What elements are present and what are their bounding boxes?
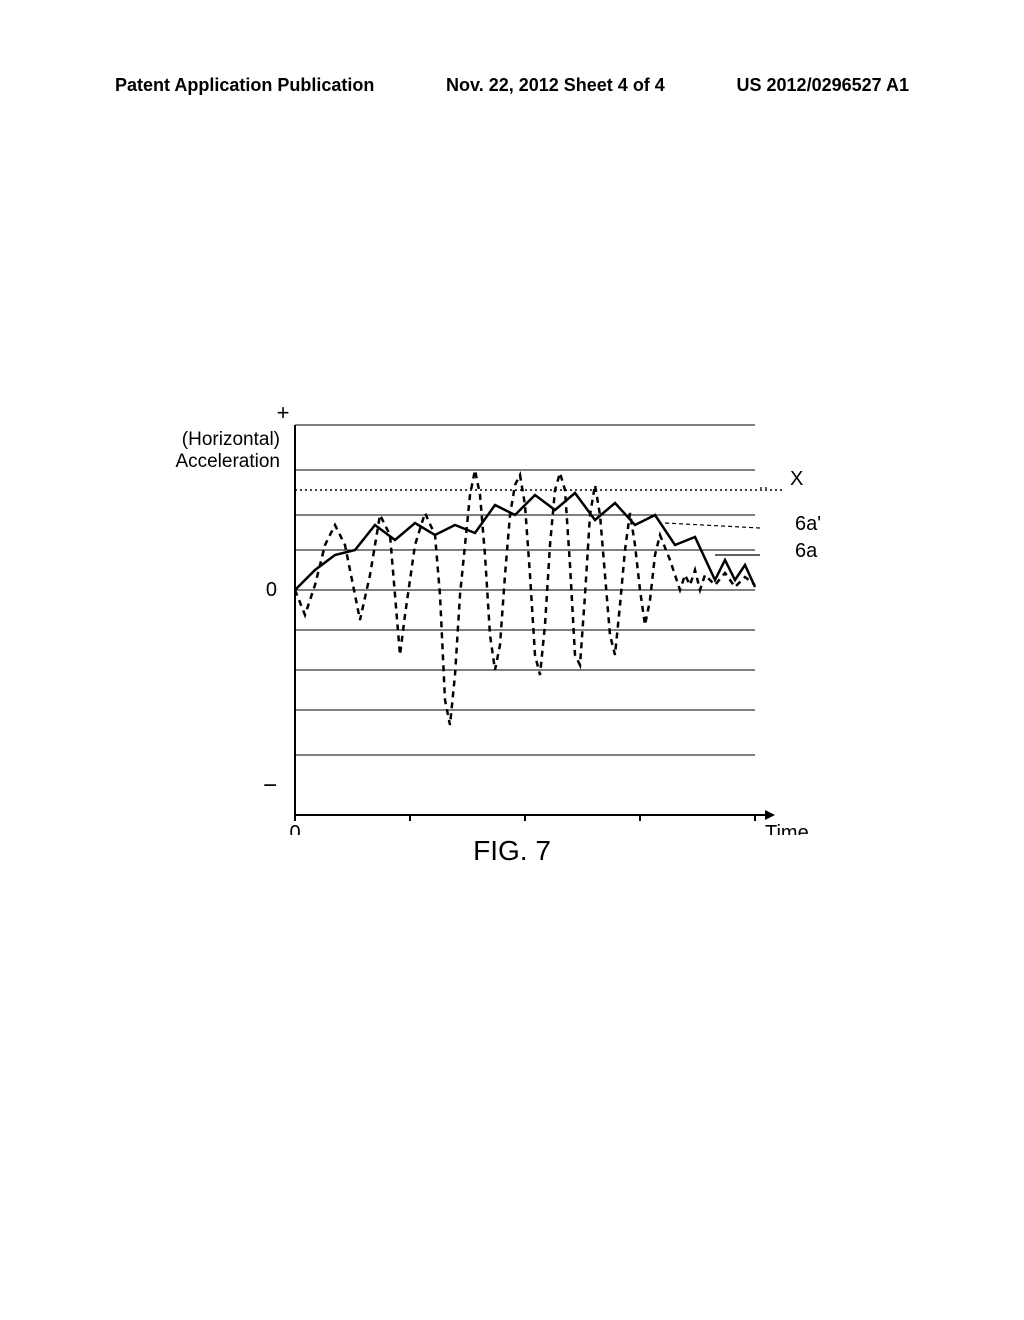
header-right: US 2012/0296527 A1	[737, 75, 909, 96]
svg-text:6a: 6a	[795, 540, 818, 562]
svg-text:0: 0	[266, 579, 277, 601]
svg-text:6a': 6a'	[795, 513, 821, 535]
chart-svg: X 6a' 6a + (Horizontal)Acceleration 0 − 0 Time	[140, 395, 840, 835]
svg-text:−: −	[263, 772, 277, 799]
svg-text:0: 0	[289, 822, 300, 835]
svg-text:X: X	[790, 468, 803, 490]
header-center: Nov. 22, 2012 Sheet 4 of 4	[446, 75, 665, 96]
svg-text:+: +	[277, 400, 290, 425]
svg-text:Acceleration: Acceleration	[175, 451, 280, 472]
acceleration-chart: X 6a' 6a + (Horizontal)Acceleration 0 − 0 Time	[140, 395, 840, 835]
svg-text:Time: Time	[765, 822, 809, 835]
figure-label: FIG. 7	[0, 835, 1024, 867]
header-left: Patent Application Publication	[115, 75, 374, 96]
svg-text:(Horizontal): (Horizontal)	[182, 429, 280, 450]
page-header: Patent Application Publication Nov. 22, …	[0, 75, 1024, 96]
